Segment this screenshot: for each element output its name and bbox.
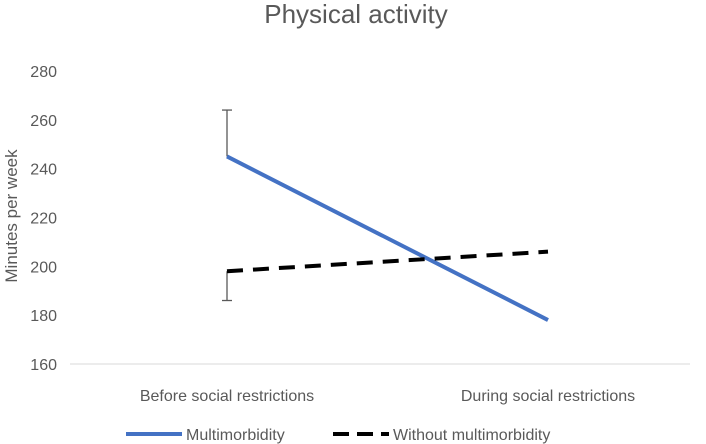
series-line-multimorbidity	[226, 154, 549, 322]
y-tick-label: 220	[30, 211, 57, 228]
series-lines	[226, 154, 549, 322]
y-tick-label: 240	[30, 162, 57, 179]
error-bars	[222, 109, 232, 302]
y-tick-label: 280	[30, 64, 57, 81]
y-tick-label: 260	[30, 113, 57, 130]
x-tick-label: Before social restrictions	[140, 388, 314, 405]
y-tick-label: 160	[30, 357, 57, 374]
series-line-without-multimorbidity	[226, 249, 549, 274]
y-tick-label: 180	[30, 308, 57, 325]
y-tick-label: 200	[30, 259, 57, 276]
legend: Multimorbidity Without multimorbidity	[126, 427, 550, 444]
y-axis-title: Minutes per week	[2, 149, 21, 283]
x-axis-ticks: Before social restrictions During social …	[140, 388, 635, 405]
y-axis-ticks: 160 180 200 220 240 260 280	[30, 64, 57, 374]
legend-label: Multimorbidity	[186, 427, 285, 444]
legend-label: Without multimorbidity	[393, 427, 550, 444]
chart-title: Physical activity	[264, 0, 448, 29]
x-tick-label: During social restrictions	[461, 388, 635, 405]
